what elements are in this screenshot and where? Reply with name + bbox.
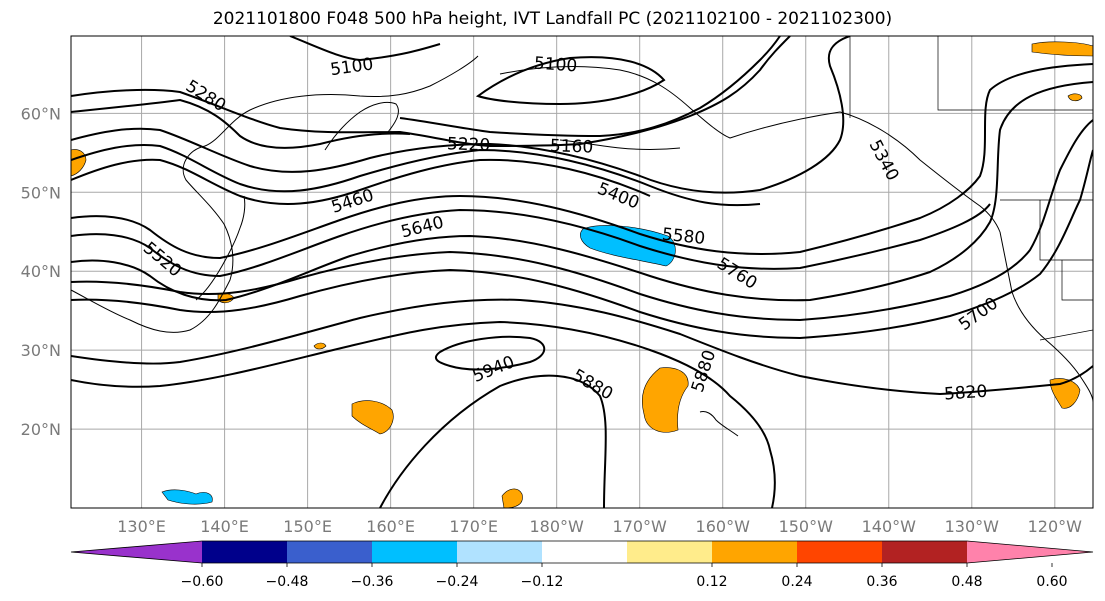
colorbar-segment bbox=[797, 541, 883, 563]
contour-5580 bbox=[71, 63, 1093, 260]
colorbar-tick-label: −0.12 bbox=[521, 574, 564, 590]
contour-5940 bbox=[434, 335, 546, 371]
coastlines bbox=[71, 55, 1093, 437]
colorbar-segment bbox=[372, 541, 458, 563]
colorbar-tick-label: −0.24 bbox=[436, 574, 479, 590]
colorbar-segment bbox=[202, 541, 288, 563]
ivt-negative-region bbox=[580, 225, 676, 267]
contour-5520 bbox=[71, 81, 1093, 302]
colorbar-extend-min bbox=[71, 541, 202, 563]
colorbar-segment bbox=[882, 541, 968, 563]
ivt-positive-region bbox=[501, 488, 523, 508]
contour-5460 bbox=[71, 158, 651, 205]
colorbar-extend-max bbox=[967, 541, 1093, 563]
border-us-states bbox=[1039, 200, 1093, 301]
colorbar-tick-label: −0.36 bbox=[351, 574, 394, 590]
colorbar-segment bbox=[457, 541, 543, 563]
lat-tick-label: 60°N bbox=[21, 104, 61, 123]
ivt-positive-region bbox=[313, 342, 327, 350]
colorbar-tick-label: 0.60 bbox=[1036, 574, 1067, 590]
lon-tick-label: 180°W bbox=[529, 517, 584, 536]
border-canada-provinces bbox=[937, 36, 1093, 111]
colorbar-tick-label: 0.36 bbox=[866, 574, 897, 590]
lon-tick-label: 160°W bbox=[696, 517, 751, 536]
border-us-mexico bbox=[1039, 329, 1093, 341]
lon-tick-label: 130°W bbox=[945, 517, 1000, 536]
colorbar-tick-label: 0.48 bbox=[951, 574, 982, 590]
contour-5160 bbox=[399, 36, 781, 138]
lon-tick-label: 130°E bbox=[117, 517, 166, 536]
colorbar-segment bbox=[542, 541, 628, 563]
longitude-tick-labels: 130°E 140°E 150°E 160°E 170°E 180°W 170°W 160°W… bbox=[117, 517, 1082, 536]
lat-tick-label: 20°N bbox=[21, 420, 61, 439]
lon-tick-label: 170°E bbox=[449, 517, 498, 536]
lon-tick-label: 140°W bbox=[862, 517, 917, 536]
latitude-tick-labels: 60°N 50°N 40°N 30°N 20°N bbox=[21, 104, 61, 439]
lat-tick-label: 40°N bbox=[21, 262, 61, 281]
contour-5400 bbox=[71, 143, 761, 207]
contour-5880 bbox=[71, 320, 776, 508]
contour-5220 bbox=[71, 36, 791, 148]
map-frame bbox=[70, 35, 1094, 509]
ivt-positive-region bbox=[641, 367, 689, 433]
lon-tick-label: 140°E bbox=[200, 517, 249, 536]
coastline-north-america-west bbox=[999, 231, 1093, 403]
lon-tick-label: 170°W bbox=[613, 517, 668, 536]
lat-tick-label: 50°N bbox=[21, 183, 61, 202]
lon-tick-label: 150°W bbox=[779, 517, 834, 536]
ivt-positive-region bbox=[1031, 41, 1093, 57]
coastline-japan bbox=[195, 195, 246, 301]
colorbar-segment bbox=[287, 541, 373, 563]
contour-5340 bbox=[71, 36, 851, 194]
contour-5880 bbox=[379, 374, 607, 508]
height-contours bbox=[71, 36, 1093, 508]
lon-tick-label: 160°E bbox=[366, 517, 415, 536]
coastline-hawaii bbox=[699, 411, 739, 437]
lon-tick-label: 150°E bbox=[283, 517, 332, 536]
colorbar-segment bbox=[712, 541, 798, 563]
coastline-alaska bbox=[499, 66, 1001, 233]
colorbar-segment bbox=[627, 541, 713, 563]
colorbar-tick-label: −0.48 bbox=[266, 574, 309, 590]
contour-label: 5220 bbox=[447, 134, 491, 155]
contour-5640 bbox=[71, 203, 991, 278]
coastline-kamchatka bbox=[324, 101, 399, 151]
contour-5820 bbox=[71, 298, 1093, 396]
political-boundaries bbox=[849, 36, 1093, 341]
contour-5280 bbox=[71, 98, 411, 149]
lat-tick-label: 30°N bbox=[21, 341, 61, 360]
contour-label: 5160 bbox=[550, 136, 594, 157]
map-title: 2021101800 F048 500 hPa height, IVT Land… bbox=[212, 9, 893, 29]
contour-5100 bbox=[475, 56, 666, 106]
ivt-positive-region bbox=[1067, 93, 1083, 102]
coastline-aleutians bbox=[559, 139, 681, 150]
lon-tick-label: 120°W bbox=[1028, 517, 1083, 536]
ivt-negative-region bbox=[161, 489, 213, 505]
ivt-positive-region bbox=[351, 400, 394, 435]
contour-label: 5100 bbox=[533, 53, 578, 76]
coastline-asia bbox=[71, 55, 479, 333]
colorbar-tick-label: 0.24 bbox=[781, 574, 812, 590]
colorbar-tick-label: 0.12 bbox=[696, 574, 727, 590]
contour-5760 bbox=[71, 149, 1093, 340]
colorbar-tick-label: −0.60 bbox=[181, 574, 224, 590]
contour-label: 5820 bbox=[943, 382, 988, 405]
contour-5700 bbox=[71, 119, 1093, 322]
contour-5100 bbox=[289, 36, 441, 62]
colorbar: −0.60 −0.48 −0.36 −0.24 −0.12 0.12 0.24 0.36 0.4… bbox=[70, 540, 1094, 590]
contour-label: 5580 bbox=[661, 225, 706, 249]
ivt-positive-region bbox=[1049, 378, 1081, 409]
